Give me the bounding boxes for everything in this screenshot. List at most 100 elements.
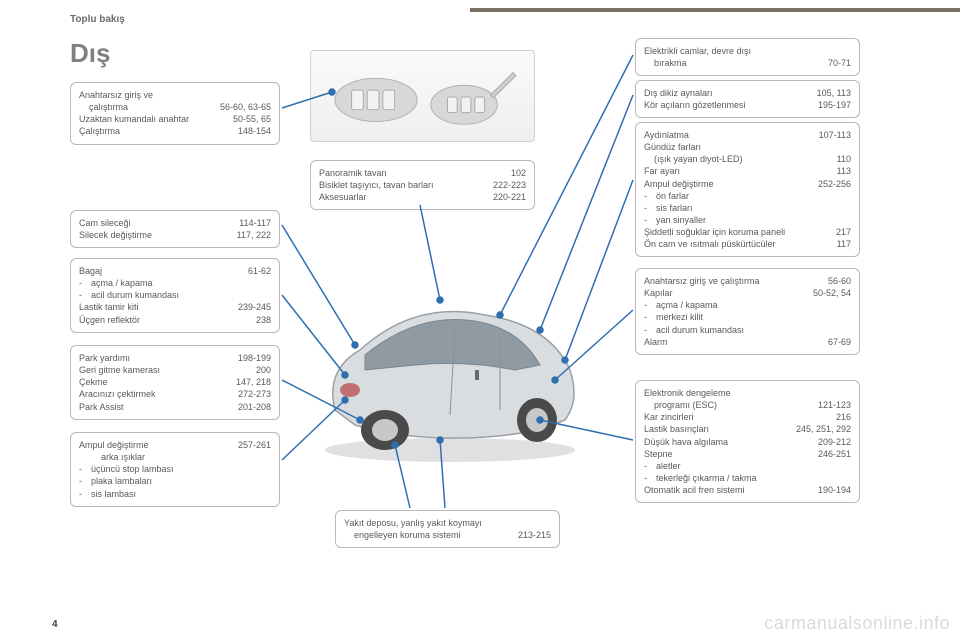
car-image — [305, 260, 595, 470]
section-label: Toplu bakış — [70, 14, 125, 25]
pg: 114-117 — [233, 217, 271, 229]
pg: 190-194 — [812, 484, 851, 496]
txt: Park Assist — [79, 401, 124, 413]
txt: Yakıt deposu, yanlış yakıt koymayı — [344, 517, 482, 529]
txt: üçüncü stop lambası — [91, 463, 174, 475]
txt: Düşük hava algılama — [644, 436, 728, 448]
page-number: 4 — [52, 619, 58, 630]
pg: 56-60 — [822, 275, 851, 287]
pg: 110 — [831, 153, 851, 165]
pg: 105, 113 — [811, 87, 851, 99]
txt: Bisiklet taşıyıcı, tavan barları — [319, 179, 434, 191]
box-lighting: Aydınlatma 107-113 Gündüz farları (ışık y… — [635, 122, 860, 257]
txt: açma / kapama — [91, 277, 153, 289]
txt: merkezi kilit — [656, 311, 703, 323]
pg: 213-215 — [512, 529, 551, 541]
pg: 50-55, 65 — [227, 113, 271, 125]
txt: arka ışıklar — [79, 451, 271, 463]
txt: açma / kapama — [656, 299, 718, 311]
box-park: Park yardımı198-199 Geri gitme kamerası2… — [70, 345, 280, 420]
txt: Çekme — [79, 376, 108, 388]
txt: Lastik tamir kiti — [79, 301, 139, 313]
txt: yan sinyaller — [656, 214, 706, 226]
pg: 257-261 — [232, 439, 271, 451]
pg: 50-52, 54 — [807, 287, 851, 299]
pg: 121-123 — [812, 399, 851, 411]
box-esc: Elektronik dengeleme programı (ESC) 121-1… — [635, 380, 860, 503]
pg: 222-223 — [487, 179, 526, 191]
pg: 200 — [250, 364, 271, 376]
txt: Dış dikiz aynaları — [644, 87, 713, 99]
txt: Anahtarsız giriş ve — [79, 89, 153, 101]
watermark: carmanualsonline.info — [764, 613, 950, 634]
pg: 252-256 — [812, 178, 851, 190]
txt: acil durum kumandası — [656, 324, 744, 336]
pg: 245, 251, 292 — [790, 423, 851, 435]
txt: Çalıştırma — [79, 125, 120, 137]
txt: acil durum kumandası — [91, 289, 179, 301]
header-bar — [470, 8, 960, 12]
txt: Ampul değiştirme — [644, 178, 714, 190]
box-bulbs-rear: Ampul değiştirme257-261 arka ışıklar -üç… — [70, 432, 280, 507]
txt: Alarm — [644, 336, 668, 348]
txt: Aksesuarlar — [319, 191, 367, 203]
pg: 61-62 — [242, 265, 271, 277]
pg: 217 — [830, 226, 851, 238]
txt: Park yardımı — [79, 352, 130, 364]
pg: 113 — [831, 165, 851, 177]
pg: 117 — [831, 238, 851, 250]
box-doors: Anahtarsız giriş ve çalıştırma56-60 Kapı… — [635, 268, 860, 355]
pg: 216 — [830, 411, 851, 423]
txt: Panoramik tavan — [319, 167, 387, 179]
txt: Kör açıların gözetlenmesi — [644, 99, 746, 111]
box-fuel: Yakıt deposu, yanlış yakıt koymayı engel… — [335, 510, 560, 548]
txt: bırakma — [644, 57, 687, 69]
pg: 147, 218 — [230, 376, 271, 388]
txt: sis lambası — [91, 488, 136, 500]
txt: Aracınızı çektirmek — [79, 388, 156, 400]
txt: Anahtarsız giriş ve çalıştırma — [644, 275, 760, 287]
txt: Lastik basınçları — [644, 423, 709, 435]
pg: 272-273 — [232, 388, 271, 400]
box-windows: Elektrikli camlar, devre dışı bırakma 70-… — [635, 38, 860, 76]
txt: programı (ESC) — [644, 399, 717, 411]
pg: 220-221 — [487, 191, 526, 203]
txt: Cam sileceği — [79, 217, 131, 229]
txt: engelleyen koruma sistemi — [344, 529, 461, 541]
txt: Uzaktan kumandalı anahtar — [79, 113, 189, 125]
pg: 195-197 — [812, 99, 851, 111]
box-keyless: Anahtarsız giriş ve çalıştırma 56-60, 63-… — [70, 82, 280, 145]
txt: ön farlar — [656, 190, 689, 202]
pg: 246-251 — [812, 448, 851, 460]
txt: çalıştırma — [79, 101, 128, 113]
pg: 102 — [505, 167, 526, 179]
txt: Şiddetli soğuklar için koruma paneli — [644, 226, 785, 238]
txt: Stepne — [644, 448, 673, 460]
box-boot: Bagaj61-62 -açma / kapama -acil durum ku… — [70, 258, 280, 333]
manual-page: Toplu bakış Dış — [0, 0, 960, 640]
txt: sis farları — [656, 202, 693, 214]
txt: Elektrikli camlar, devre dışı — [644, 45, 751, 57]
txt: Otomatik acil fren sistemi — [644, 484, 745, 496]
pg: 67-69 — [822, 336, 851, 348]
pg: 56-60, 63-65 — [214, 101, 271, 113]
box-wiper: Cam sileceği114-117 Silecek değiştirme11… — [70, 210, 280, 248]
txt: Gündüz farları — [644, 141, 701, 153]
txt: Silecek değiştirme — [79, 229, 152, 241]
pg: 107-113 — [813, 129, 851, 141]
txt: Aydınlatma — [644, 129, 689, 141]
keyfob-image — [310, 50, 535, 142]
txt: Far ayarı — [644, 165, 680, 177]
pg: 209-212 — [812, 436, 851, 448]
txt: Ön cam ve ısıtmalı püskürtücüler — [644, 238, 776, 250]
txt: Elektronik dengeleme — [644, 387, 731, 399]
pg: 70-71 — [822, 57, 851, 69]
txt: Üçgen reflektör — [79, 314, 140, 326]
pg: 239-245 — [232, 301, 271, 313]
pg: 238 — [250, 314, 271, 326]
page-title: Dış — [70, 38, 110, 69]
pg: 198-199 — [232, 352, 271, 364]
txt: Bagaj — [79, 265, 102, 277]
txt: Kar zincirleri — [644, 411, 694, 423]
txt: (ışık yayan diyot-LED) — [644, 153, 743, 165]
